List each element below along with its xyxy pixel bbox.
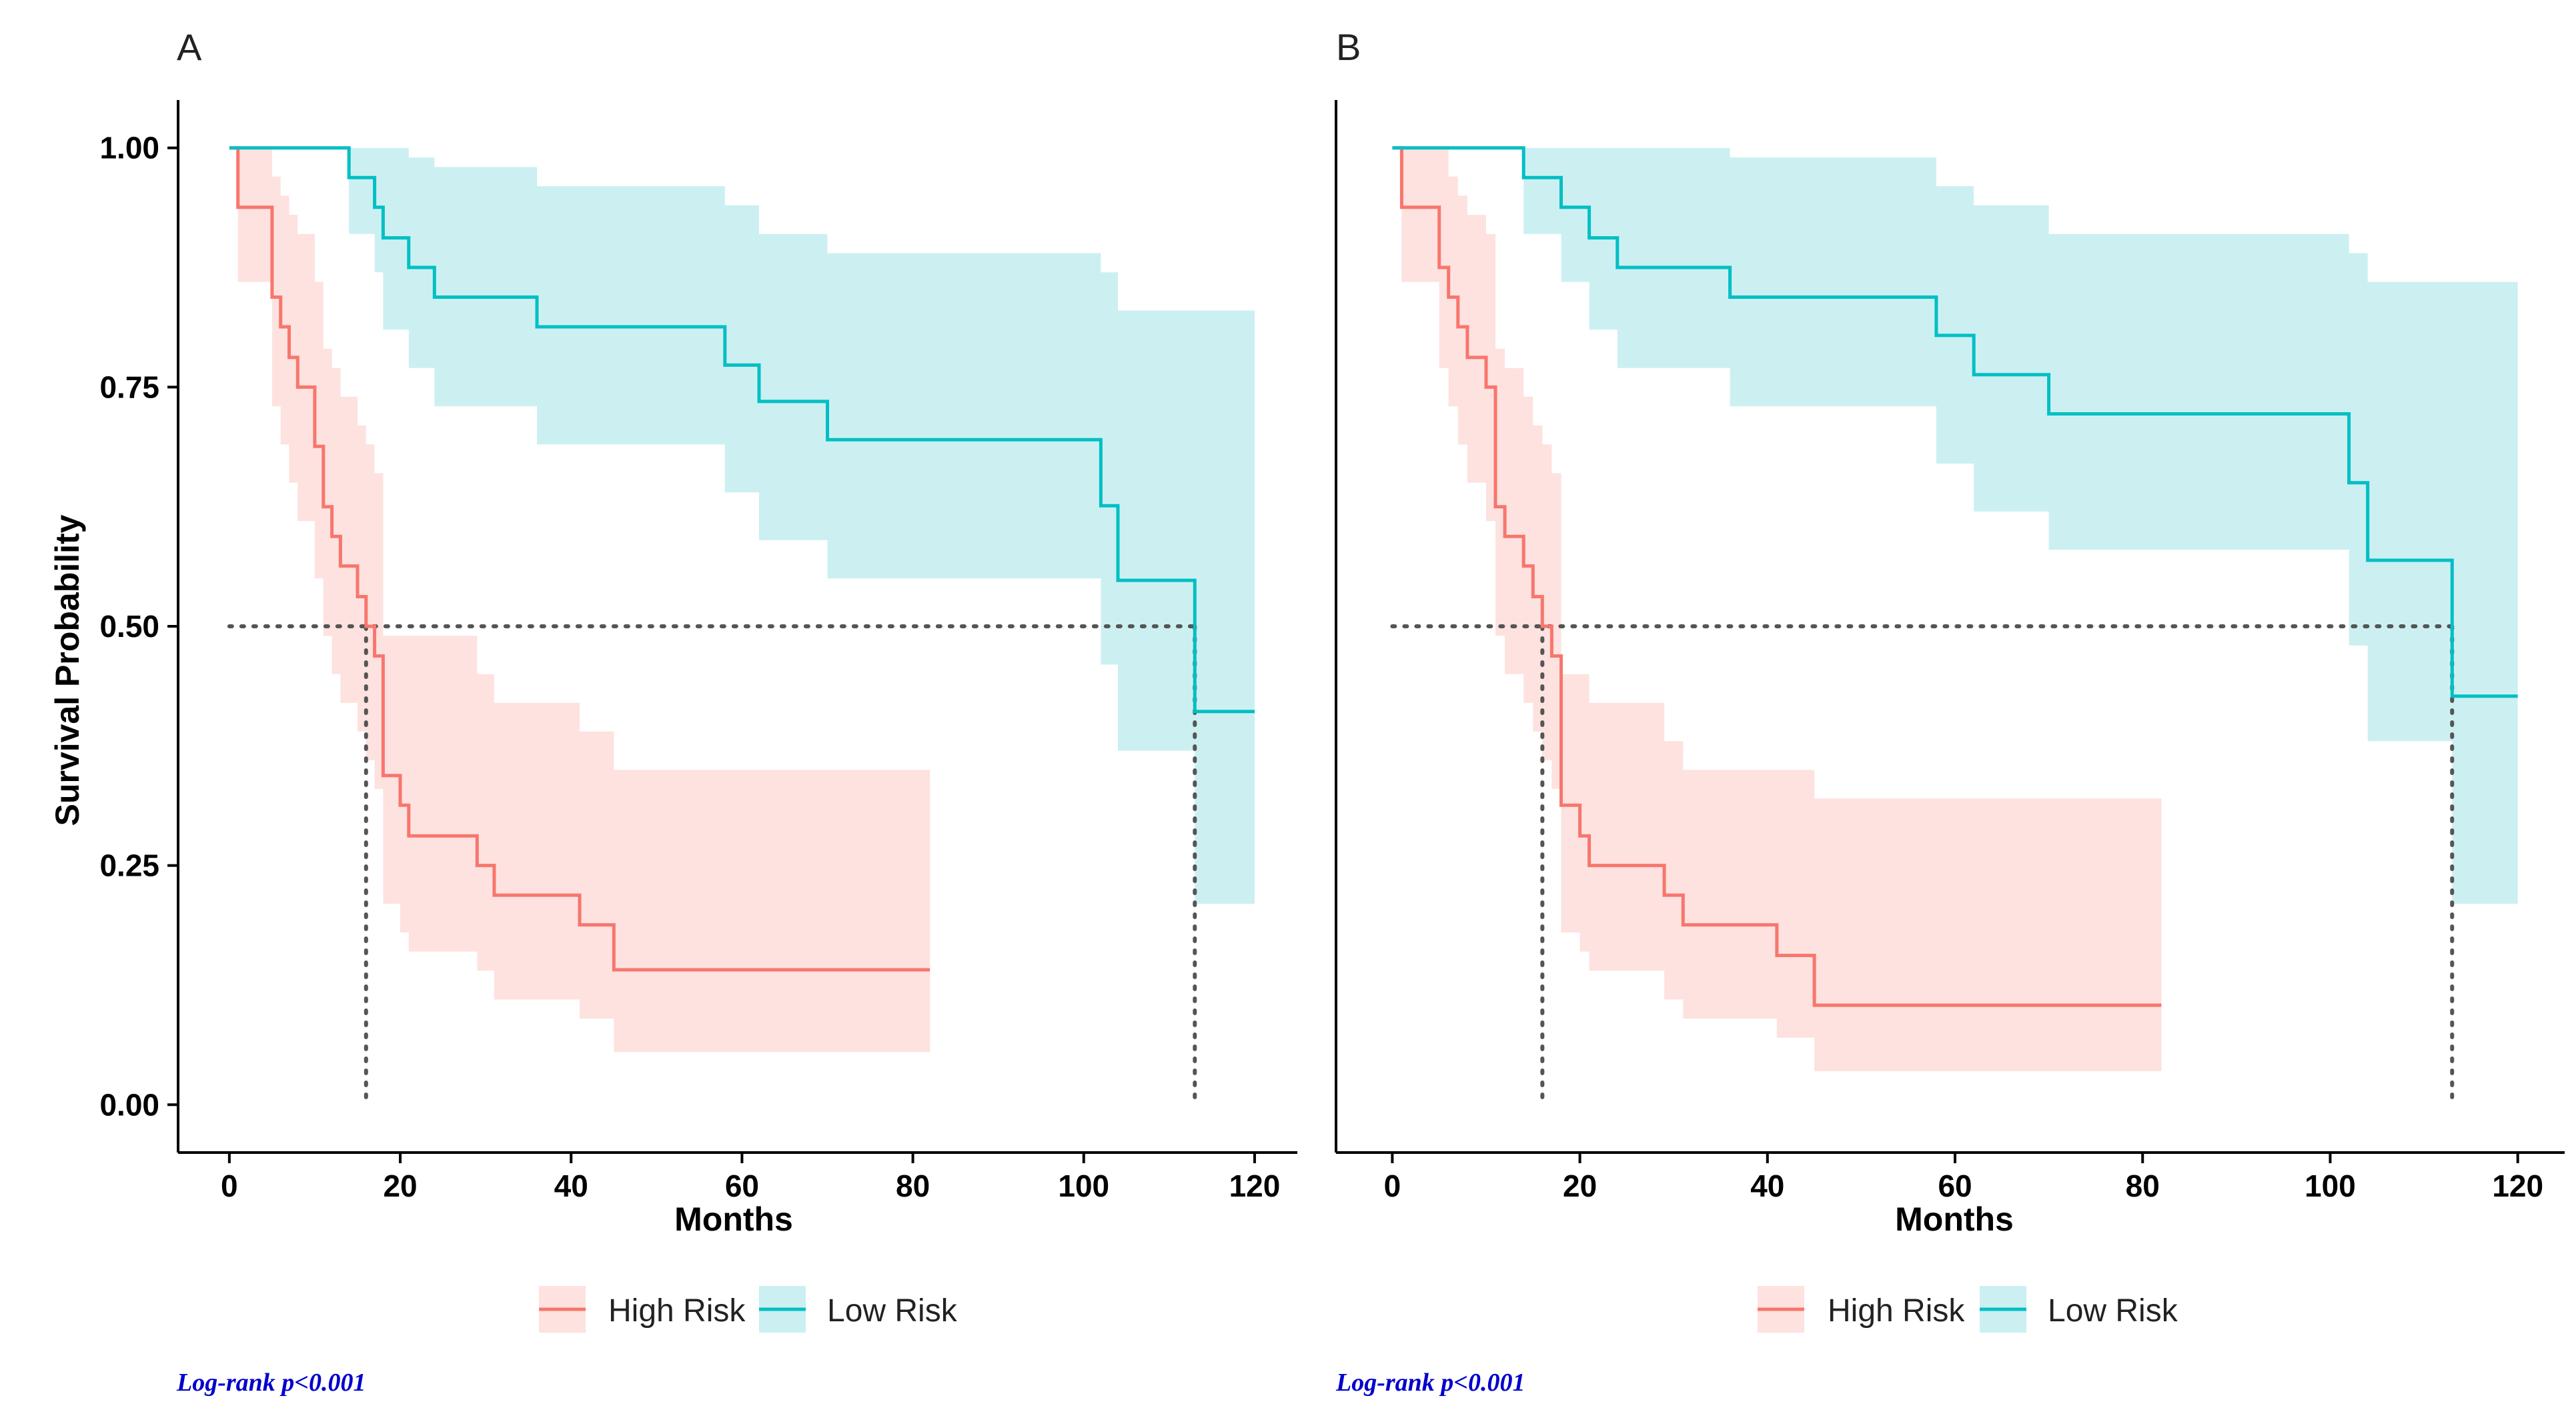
x-tick-label: 120	[2492, 1169, 2543, 1203]
confidence-band-high-risk	[1392, 147, 2162, 1072]
x-tick-label: 0	[1384, 1169, 1401, 1203]
legend: High Risk Low Risk	[1758, 1286, 2178, 1333]
x-tick-label: 80	[896, 1169, 930, 1203]
x-tick-label: 60	[725, 1169, 759, 1203]
legend-item-low-risk[interactable]: Low Risk	[1980, 1286, 2178, 1333]
legend-label-low-risk: Low Risk	[827, 1293, 958, 1329]
axes: 0 20 40 60 80 100 120	[1335, 100, 2565, 1203]
survival-curve-high-risk[interactable]	[229, 146, 930, 972]
survival-curve-high-risk[interactable]	[1392, 146, 2162, 1007]
survival-curve-low-risk[interactable]	[229, 146, 1255, 714]
plot-area	[227, 146, 1255, 1107]
legend: High Risk Low Risk	[539, 1286, 958, 1333]
x-tick-label: 20	[383, 1169, 417, 1203]
log-rank-annotation: Log-rank p<0.001	[176, 1369, 366, 1397]
y-tick-label: 0.50	[99, 609, 159, 644]
x-tick-label: 80	[2126, 1169, 2160, 1203]
y-tick-label: 0.25	[99, 848, 159, 883]
panel-a: A Survival Probability 0 20 40 60 80 100 120 0.…	[49, 26, 1297, 1397]
panel-b: B 0 20 40 60 80 100 120 Months High Risk Low R…	[1335, 26, 2565, 1397]
y-tick-label: 1.00	[99, 131, 159, 165]
legend-item-high-risk[interactable]: High Risk	[1758, 1286, 1965, 1333]
panel-label: A	[177, 26, 202, 68]
x-axis-title: Months	[1895, 1201, 2014, 1238]
confidence-band-high-risk	[229, 147, 930, 1052]
y-tick-label: 0.75	[99, 370, 159, 404]
axes: 0 20 40 60 80 100 120 0.00 0.25 0.50 0.75 1.00	[99, 100, 1297, 1203]
legend-item-low-risk[interactable]: Low Risk	[759, 1286, 958, 1333]
confidence-band-low-risk	[1392, 147, 2518, 904]
legend-label-high-risk: High Risk	[608, 1293, 746, 1329]
x-tick-label: 100	[1058, 1169, 1109, 1203]
x-axis-title: Months	[674, 1201, 793, 1238]
legend-item-high-risk[interactable]: High Risk	[539, 1286, 746, 1333]
log-rank-annotation: Log-rank p<0.001	[1335, 1369, 1525, 1397]
plot-area	[1390, 146, 2518, 1107]
x-tick-label: 120	[1229, 1169, 1281, 1203]
x-tick-label: 40	[1750, 1169, 1784, 1203]
legend-label-high-risk: High Risk	[1828, 1293, 1965, 1329]
legend-label-low-risk: Low Risk	[2048, 1293, 2178, 1329]
y-tick-label: 0.00	[99, 1087, 159, 1122]
x-tick-label: 20	[1563, 1169, 1597, 1203]
survival-curve-low-risk[interactable]	[1392, 146, 2518, 698]
panel-label: B	[1336, 26, 1361, 68]
x-tick-label: 40	[554, 1169, 588, 1203]
y-axis-title: Survival Probability	[49, 514, 86, 826]
x-tick-label: 60	[1938, 1169, 1972, 1203]
x-tick-label: 100	[2305, 1169, 2356, 1203]
confidence-band-low-risk	[229, 147, 1255, 904]
x-tick-label: 0	[221, 1169, 238, 1203]
